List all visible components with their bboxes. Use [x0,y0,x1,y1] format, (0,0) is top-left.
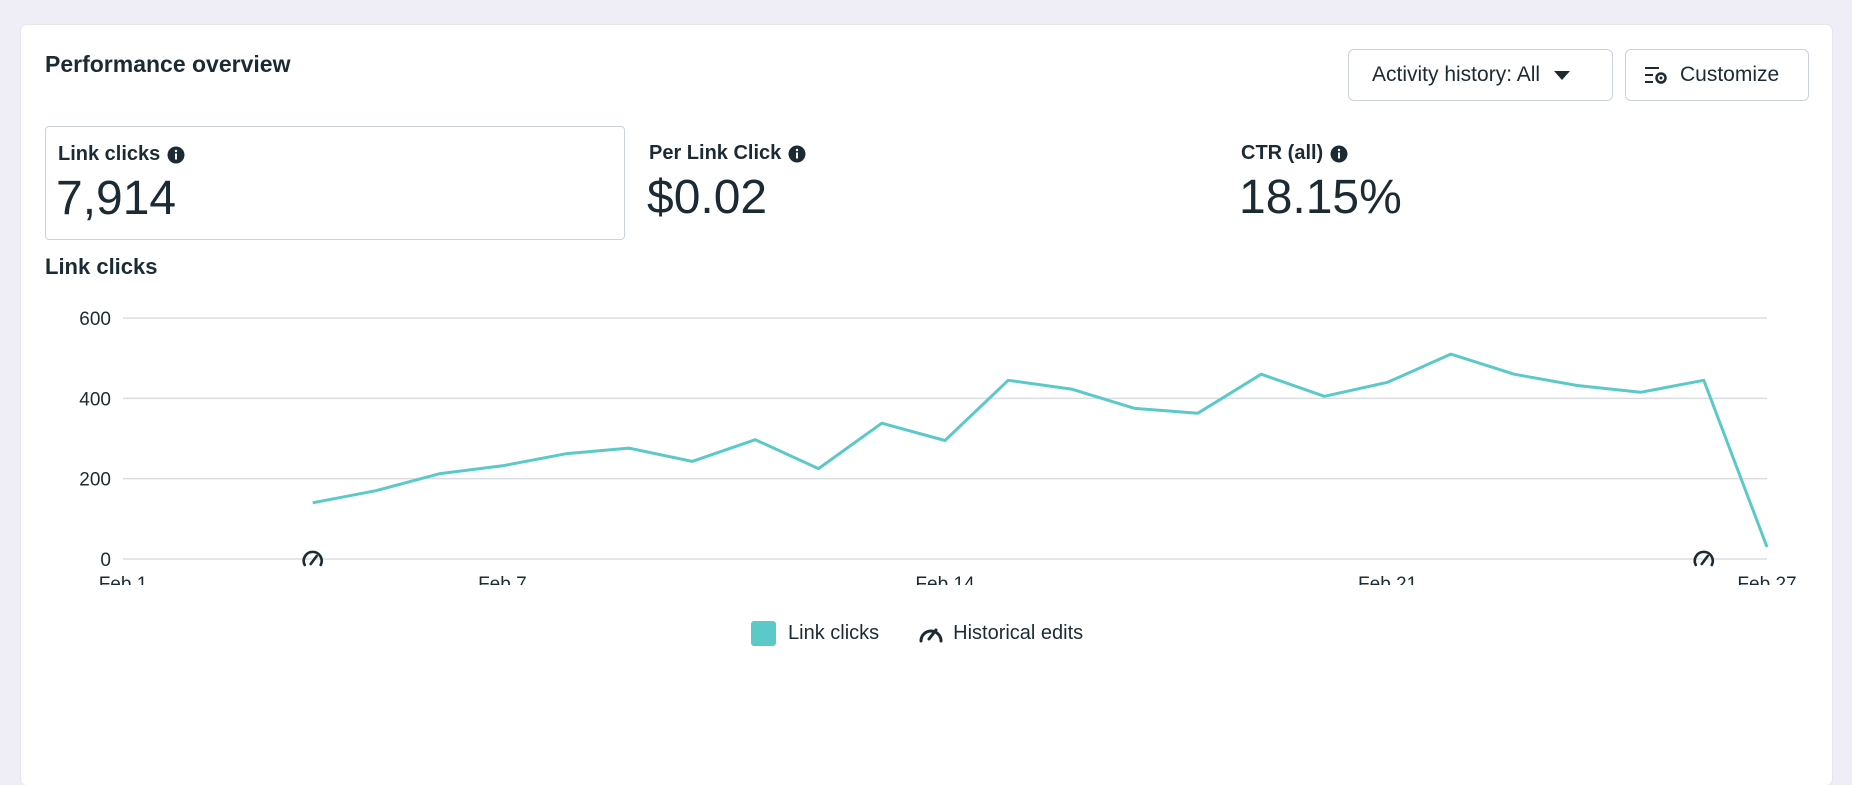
performance-card: Performance overview Activity history: A… [21,25,1832,785]
legend-item-link-clicks[interactable]: Link clicks [751,621,879,646]
series-line-link-clicks [313,354,1767,547]
legend-item-historical-edits[interactable]: Historical edits [917,622,1083,646]
legend-label: Link clicks [788,622,879,645]
y-tick-label: 600 [79,309,111,330]
historical-edit-marker-needle [1702,556,1708,564]
link-clicks-chart: 0 200 400 600 Feb 1 Feb 7 Feb 14 Feb 21 Feb 27 [21,25,1832,585]
x-tick-label: Feb 14 [915,574,975,585]
x-tick-label: Feb 27 [1737,574,1796,585]
y-tick-label: 0 [100,550,111,571]
x-tick-label: Feb 7 [478,574,527,585]
x-tick-label: Feb 21 [1358,574,1417,585]
historical-edits-icon [917,622,945,646]
y-tick-label: 200 [79,470,111,491]
legend-label: Historical edits [953,622,1083,645]
historical-edit-marker-needle [311,556,317,564]
chart-legend: Link clicks Historical edits [751,621,1121,646]
x-tick-label: Feb 1 [99,574,148,585]
legend-swatch [751,621,776,646]
y-tick-label: 400 [79,389,111,410]
